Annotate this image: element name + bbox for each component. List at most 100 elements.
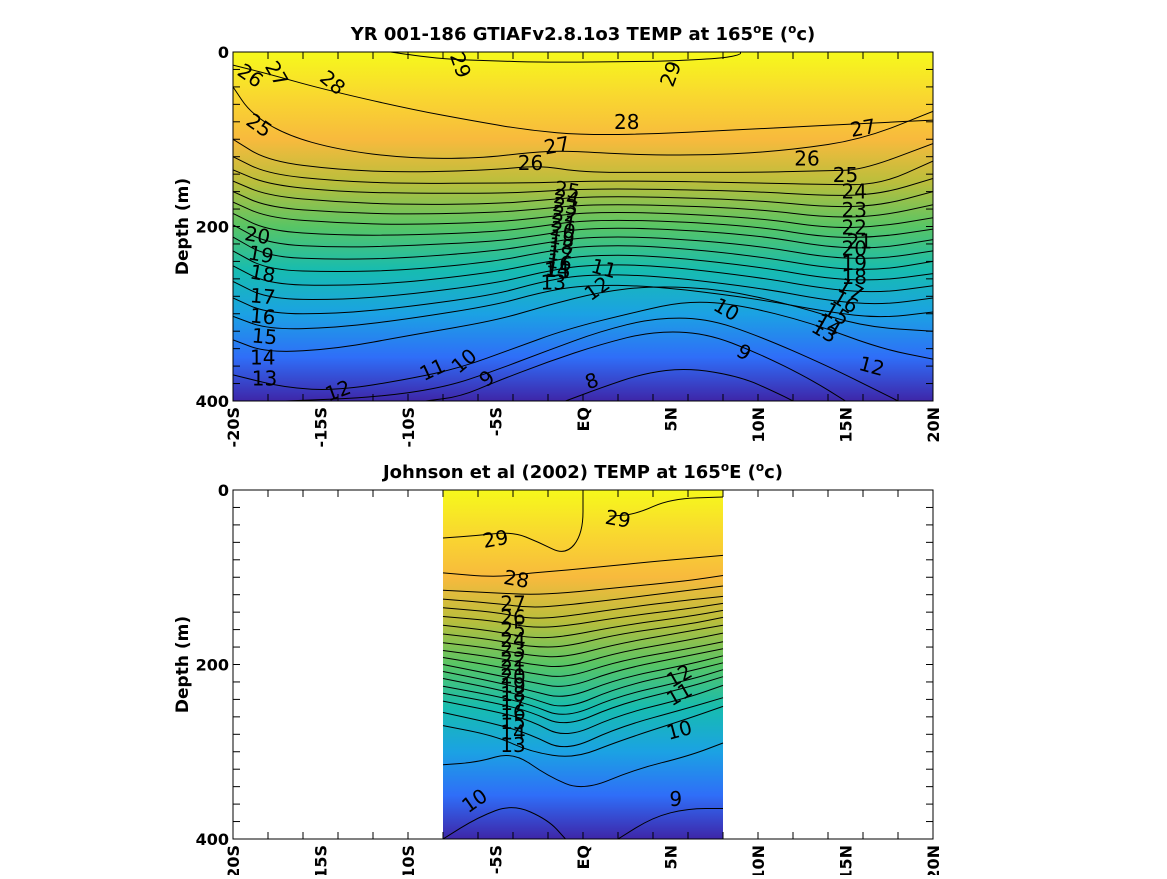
axis-ticks [232, 489, 934, 840]
contour-line-22 [442, 616, 724, 648]
contour-line-9 [425, 331, 846, 401]
x-tick-label: 15N [837, 407, 856, 443]
contour-line-12 [442, 697, 724, 748]
contour-label: 28 [502, 565, 531, 593]
contour-line-23 [442, 609, 724, 639]
contour-line-27 [233, 86, 933, 159]
contour-label: 14 [500, 721, 525, 745]
contour-line-26 [442, 585, 724, 608]
contour-lines [233, 52, 933, 401]
contour-label: 19 [842, 251, 867, 275]
contour-label: 19 [547, 224, 576, 252]
contour-line-14 [233, 274, 933, 315]
x-tick-label: -5S [487, 407, 506, 436]
x-tick-label: -20S [224, 407, 243, 447]
contour-line-11 [233, 301, 933, 390]
x-tick-label: -10S [399, 407, 418, 447]
y-tick-label: 400 [196, 392, 229, 411]
x-tick-label: EQ [574, 407, 593, 432]
contour-line-15 [442, 669, 724, 715]
x-tick-label: -10S [399, 845, 418, 875]
contour-line-13 [442, 684, 724, 734]
contour-label: 26 [500, 605, 525, 629]
chart-title-title-deg-sup: o [721, 460, 729, 474]
contour-line-25 [442, 595, 724, 619]
x-tick-label: 20N [924, 845, 943, 875]
contour-label: 26 [518, 151, 543, 175]
contour-line-17 [233, 245, 933, 272]
contour-label: 21 [847, 229, 872, 253]
heatmap-field [443, 490, 723, 839]
axis-ticks [232, 51, 934, 402]
contour-line-23 [233, 180, 933, 208]
contour-label: 19 [246, 240, 275, 268]
contour-label: 23 [551, 192, 580, 220]
contour-label: 13 [541, 270, 566, 294]
contour-line-21 [442, 624, 724, 658]
contour-line-9 [442, 807, 566, 839]
y-axis-label: Depth (m) [173, 616, 193, 713]
contour-label: 27 [500, 591, 525, 615]
contour-label: 14 [250, 345, 275, 369]
contour-label: 20 [243, 221, 272, 249]
contour-line-14 [442, 676, 724, 724]
contour-lines [442, 490, 724, 839]
contour-label: 28 [614, 110, 639, 134]
contour-line-16 [233, 254, 933, 286]
contour-label: 14 [544, 258, 569, 282]
contour-label: 16 [545, 248, 574, 276]
contour-line-9 [617, 808, 723, 839]
contour-label: 29 [481, 525, 510, 553]
contour-line-10 [442, 742, 724, 788]
y-tick-label: 400 [196, 830, 229, 849]
contour-label: 21 [549, 208, 578, 236]
chart-title-title-mid: E ( [729, 462, 756, 483]
chart-panel-2: Johnson et al (2002) TEMP at 165oE (oc) D… [173, 460, 943, 879]
chart-panel-1: YR 001-186 GTIAFv2.8.1o3 TEMP at 165oE (… [173, 22, 943, 447]
contour-label: 25 [500, 618, 525, 642]
contour-line-21 [233, 201, 933, 229]
contour-line-28 [442, 554, 724, 577]
chart-title-title-unit-sup: o [788, 22, 796, 36]
contour-line-18 [233, 236, 933, 260]
contour-label: 24 [842, 180, 867, 204]
contour-label: 27 [542, 131, 571, 159]
contour-label: 13 [252, 366, 277, 390]
contour-label: 18 [842, 265, 867, 289]
x-tick-label: 20N [924, 407, 943, 443]
contour-line-17 [442, 655, 724, 697]
contour-label: 18 [248, 260, 277, 288]
x-tick-label: 5N [662, 407, 681, 432]
contour-line-24 [233, 169, 933, 196]
y-tick-label: 0 [218, 481, 229, 500]
contour-label: 27 [848, 114, 877, 142]
contour-line-18 [442, 648, 724, 687]
contour-line-19 [442, 641, 724, 677]
contour-label: 13 [500, 733, 525, 757]
x-tick-label: -20S [224, 845, 243, 875]
contour-line-27 [442, 575, 724, 595]
contour-line-11 [442, 705, 724, 757]
chart-title: YR 001-186 GTIAFv2.8.1o3 TEMP at 165oE (… [350, 22, 816, 45]
contour-line-10 [285, 317, 899, 401]
contour-line-20 [442, 632, 724, 667]
y-tick-label: 200 [196, 656, 229, 675]
contour-label: 22 [550, 200, 579, 228]
x-tick-label: -5S [487, 845, 506, 874]
contour-label: 9 [669, 787, 682, 811]
contour-line-12 [233, 286, 933, 352]
contour-line-28 [233, 64, 933, 136]
contour-label: 24 [500, 628, 525, 652]
heatmap-field [233, 52, 933, 401]
contour-label: 29 [603, 505, 632, 533]
x-tick-label: 10N [749, 407, 768, 443]
x-tick-label: 15N [837, 845, 856, 875]
chart-title: Johnson et al (2002) TEMP at 165oE (oc) [381, 460, 783, 483]
contour-label: 25 [833, 163, 858, 187]
contour-line-13 [233, 284, 933, 330]
contour-label: 15 [251, 323, 278, 349]
contour-label: 22 [842, 215, 867, 239]
contour-label: 15 [500, 710, 525, 734]
